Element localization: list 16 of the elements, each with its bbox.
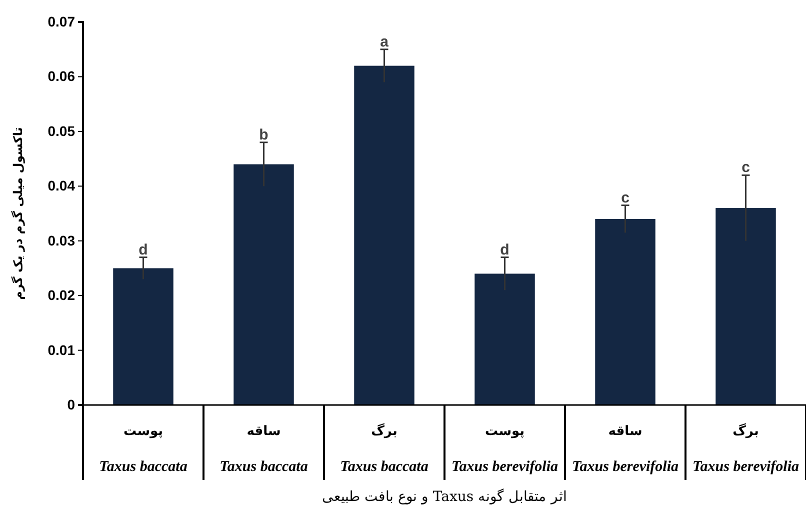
annotation: c bbox=[621, 189, 630, 206]
y-tick-label: 0.05 bbox=[48, 122, 76, 139]
annotation: d bbox=[500, 241, 510, 258]
annotation: b bbox=[259, 126, 268, 144]
y-tick-label: 0.03 bbox=[48, 232, 76, 248]
annotation: c bbox=[742, 159, 750, 176]
y-tick-label: 0.01 bbox=[48, 342, 76, 358]
y-tick-label: 0.06 bbox=[48, 68, 76, 84]
text: اثر متقابل گونه Taxus و نوع بافت طبیعی bbox=[322, 488, 567, 505]
y-tick-label: 0.02 bbox=[48, 287, 76, 304]
y-axis-title: تاکسول میلی گرم در یک گرم bbox=[11, 127, 25, 300]
y-tick-label: 0.07 bbox=[48, 13, 76, 30]
y-tick-label: 0 bbox=[67, 396, 76, 412]
annotation: a bbox=[380, 33, 390, 50]
annotation: d bbox=[138, 241, 148, 258]
y-tick-label: 0.04 bbox=[48, 178, 76, 194]
